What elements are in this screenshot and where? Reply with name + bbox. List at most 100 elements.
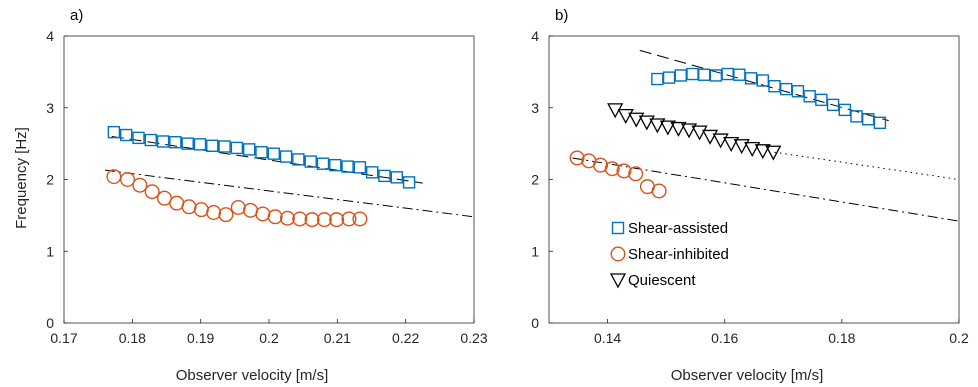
x-tick-label: 0.18 (828, 330, 855, 346)
data-point-square (402, 176, 416, 189)
data-point-circle (230, 199, 246, 215)
data-point-triangle-down (607, 103, 624, 119)
data-point-square (756, 74, 769, 87)
data-point-circle (156, 190, 172, 206)
data-point-circle (651, 183, 667, 199)
legend-label: Shear-inhibited (628, 246, 729, 263)
data-point-circle (279, 210, 295, 226)
x-axis-label: Observer velocity [m/s] (176, 367, 329, 384)
data-point-square (181, 137, 194, 150)
data-point-square (304, 155, 317, 168)
data-point-circle (218, 207, 234, 223)
x-tick-label: 0.22 (392, 330, 419, 346)
fit-line-dotted (774, 151, 960, 180)
data-point-square (662, 71, 676, 84)
data-point-square (803, 90, 816, 103)
data-point-triangle-down (649, 118, 666, 134)
data-point-square (144, 133, 157, 147)
data-point-circle (604, 161, 620, 177)
panel-label-a: a) (70, 7, 83, 24)
data-point-circle (206, 205, 222, 221)
x-tick-label: 0.23 (460, 330, 487, 346)
data-point-square (218, 140, 231, 153)
data-point-circle (569, 150, 585, 166)
data-point-square (378, 169, 391, 183)
fit-lines (104, 135, 475, 218)
data-point-square (826, 98, 840, 112)
legend-marker-square (611, 221, 625, 235)
data-point-square (838, 103, 851, 117)
data-point-square (230, 141, 244, 155)
x-tick-label: 0.2 (259, 330, 279, 346)
x-tick-label: 0.18 (119, 330, 146, 346)
data-point-triangle-down (617, 108, 634, 125)
data-point-square (365, 166, 379, 179)
data-point-square (206, 139, 219, 152)
data-point-triangle-down (765, 145, 782, 161)
data-point-triangle-down (691, 125, 708, 141)
data-point-triangle-down (659, 120, 676, 136)
data-point-square (279, 150, 293, 163)
data-point-circle (267, 209, 283, 225)
data-point-circle (304, 212, 320, 228)
y-axis-label: Frequency [Hz] (13, 127, 30, 229)
data-point-circle (329, 212, 345, 228)
y-tick-label: 4 (46, 28, 54, 44)
data-point-square (292, 153, 305, 166)
data-point-circle (628, 166, 644, 182)
data-point-square (316, 157, 330, 170)
data-point-square (698, 68, 711, 81)
x-tick-label: 0.21 (324, 330, 351, 346)
data-point-square (353, 161, 367, 174)
legend-marker-circle (610, 246, 626, 262)
data-point-square (791, 85, 805, 98)
data-markers (106, 125, 416, 228)
data-point-circle (120, 171, 136, 187)
data-point-triangle-down (638, 115, 655, 131)
legend: Shear-assisted Shear-inhibited Quiescent (609, 220, 729, 289)
data-point-circle (144, 184, 160, 200)
data-point-square (686, 67, 699, 81)
panel-label-b: b) (555, 7, 568, 24)
y-tick-label: 3 (46, 100, 54, 116)
data-point-square (873, 116, 887, 130)
panel-b: b) Observer velocity [m/s] 0.14 0.16 0.18 0… (531, 7, 969, 384)
data-point-circle (616, 163, 632, 179)
fit-lines (572, 49, 960, 222)
legend-label: Shear-assisted (628, 220, 728, 237)
plot-frame-a (63, 35, 475, 324)
data-point-square (733, 68, 746, 81)
data-point-square (815, 93, 828, 107)
data-point-circle (169, 195, 185, 211)
tick-labels: 0.14 0.16 0.18 0.2 0 1 2 3 4 (531, 28, 969, 346)
data-point-circle (292, 211, 308, 227)
data-point-circle (132, 177, 148, 193)
y-tick-label: 3 (531, 100, 539, 116)
data-point-triangle-down (701, 129, 719, 145)
fit-line-dashdot (104, 169, 475, 218)
data-point-square (721, 67, 734, 81)
data-point-triangle-down (733, 139, 750, 155)
data-point-square (862, 113, 875, 126)
y-tick-label: 1 (46, 243, 54, 259)
x-tick-label: 0.14 (594, 330, 621, 346)
x-tick-label: 0.17 (50, 330, 77, 346)
plot-frame-b (548, 35, 960, 324)
legend-label: Quiescent (628, 272, 696, 289)
y-tick-label: 1 (531, 243, 539, 259)
data-point-circle (243, 202, 259, 218)
y-tick-label: 4 (531, 28, 539, 44)
data-point-square (119, 128, 133, 142)
data-point-triangle-down (628, 112, 645, 128)
data-point-triangle-down (723, 136, 740, 152)
x-tick-label: 0.19 (187, 330, 214, 346)
y-tick-label: 2 (46, 172, 54, 188)
panel-a: a) Frequency [Hz] Observer velocity [m/s… (13, 7, 488, 384)
data-point-square (674, 69, 687, 82)
data-point-square (850, 110, 863, 123)
data-point-circle (341, 211, 357, 227)
y-tick-label: 2 (531, 172, 539, 188)
data-point-square (107, 125, 121, 139)
x-tick-label: 0.2 (949, 330, 969, 346)
